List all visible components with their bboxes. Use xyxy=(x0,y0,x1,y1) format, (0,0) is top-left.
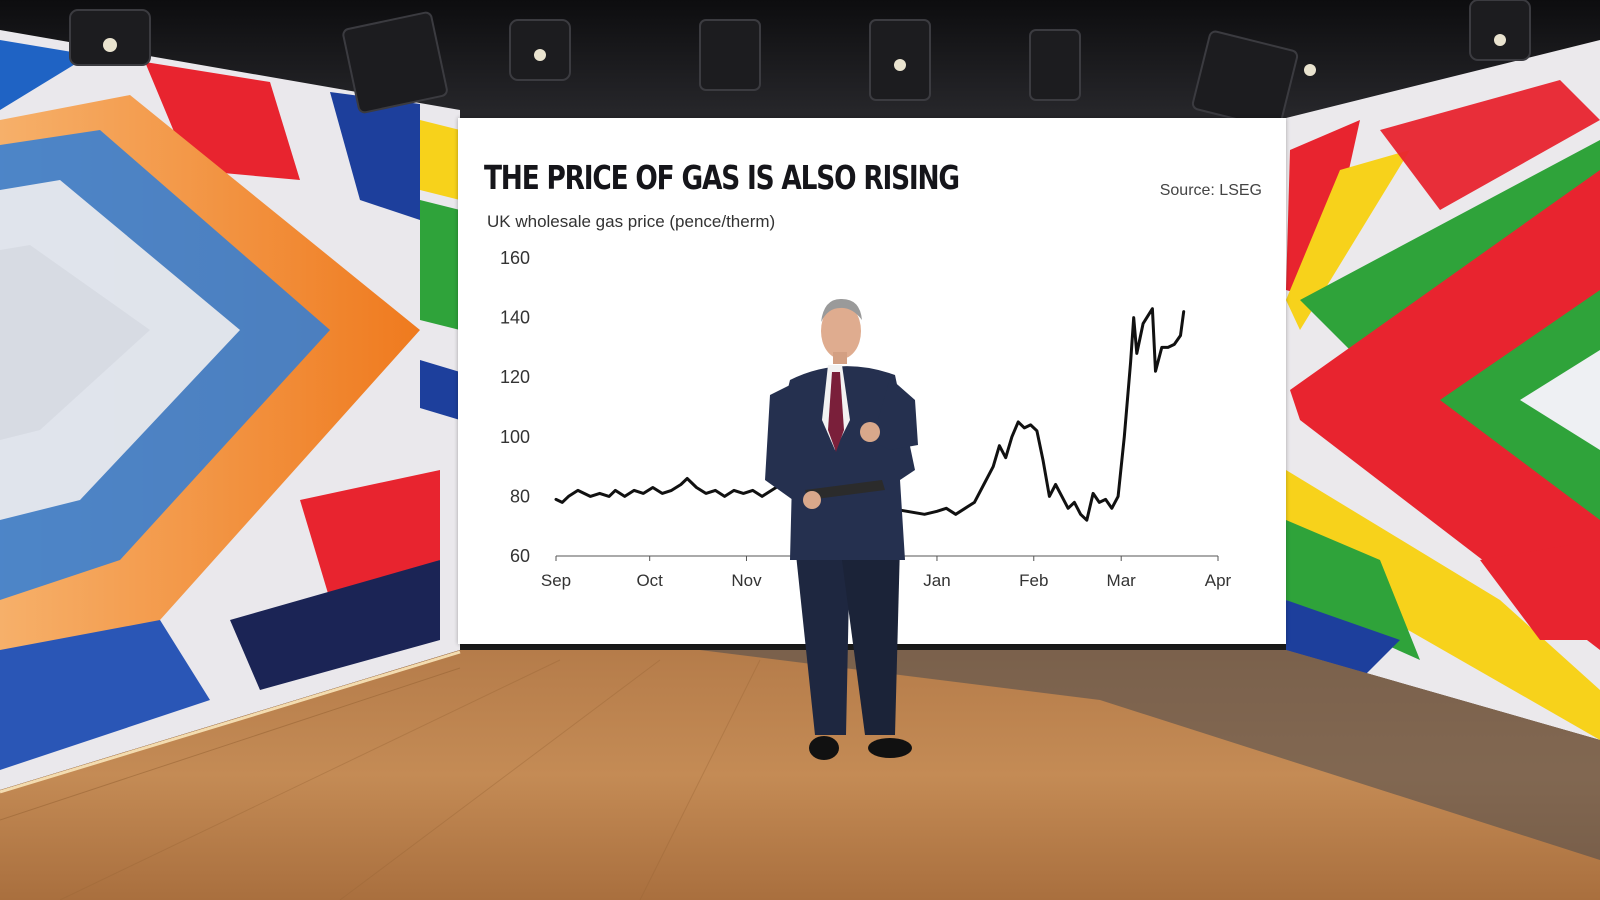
y-tick-label: 100 xyxy=(500,427,530,447)
chart-source: Source: LSEG xyxy=(1159,182,1262,199)
y-tick-label: 80 xyxy=(510,486,530,506)
x-tick-label: Jan xyxy=(923,571,950,590)
x-tick-label: Mar xyxy=(1107,571,1137,590)
y-tick-label: 60 xyxy=(510,546,530,566)
x-tick-label: Feb xyxy=(1019,571,1048,590)
x-tick-label: Sep xyxy=(541,571,571,590)
chart-subtitle: UK wholesale gas price (pence/therm) xyxy=(487,212,776,231)
chart-title: THE PRICE OF GAS IS ALSO RISING xyxy=(484,158,960,197)
x-tick-label: Apr xyxy=(1205,571,1232,590)
y-tick-label: 160 xyxy=(500,248,530,268)
x-tick-label: Nov xyxy=(731,571,762,590)
x-tick-label: Oct xyxy=(636,571,663,590)
y-tick-label: 120 xyxy=(500,367,530,387)
y-tick-label: 140 xyxy=(500,308,530,328)
gas-price-line xyxy=(554,307,1186,522)
